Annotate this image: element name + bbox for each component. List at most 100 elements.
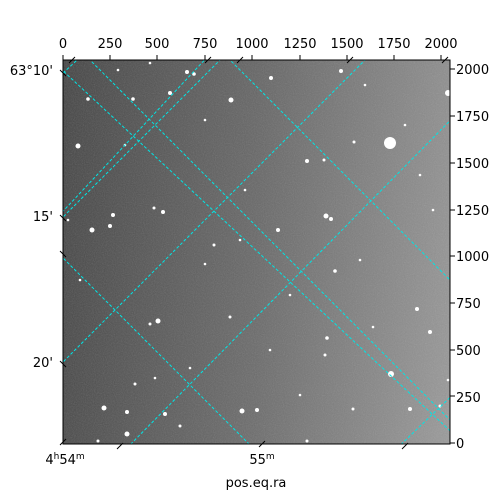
star xyxy=(351,407,355,411)
star xyxy=(161,210,165,214)
star xyxy=(384,137,396,149)
star xyxy=(168,91,172,95)
grid-line xyxy=(89,60,450,421)
star xyxy=(325,336,329,340)
right-tick-label: 1750 xyxy=(456,110,489,125)
top-tick-label: 1750 xyxy=(377,37,410,52)
grid-line xyxy=(63,60,366,363)
star xyxy=(131,97,135,101)
star xyxy=(212,243,216,247)
top-tick-label: 1500 xyxy=(330,37,363,52)
bottom-tick xyxy=(258,440,266,448)
star xyxy=(148,322,152,326)
star xyxy=(418,173,422,177)
left-tick-label: 20' xyxy=(33,356,53,371)
bottom-tick-label-ra-1: 4h54m xyxy=(45,452,84,468)
top-tick-label: 0 xyxy=(59,37,67,52)
bottom-axis-title: pos.eq.ra xyxy=(226,476,287,491)
bottom-tick xyxy=(401,442,409,450)
star xyxy=(288,293,292,297)
star xyxy=(185,70,189,74)
right-axis-labels: 0 250 500 750 1000 1250 1500 1750 2000 xyxy=(456,63,489,452)
left-tick xyxy=(59,250,67,258)
star xyxy=(446,378,450,382)
star xyxy=(155,318,161,324)
star xyxy=(125,410,129,414)
right-tick-label: 2000 xyxy=(456,63,489,78)
left-tick xyxy=(59,360,67,368)
top-tick-label: 250 xyxy=(98,37,123,52)
bottom-tick xyxy=(59,438,67,446)
top-edge-tick xyxy=(346,56,354,64)
star xyxy=(188,366,192,370)
right-tick-label: 0 xyxy=(456,437,464,452)
stars xyxy=(66,61,450,443)
grid-line xyxy=(63,60,221,218)
star xyxy=(305,439,309,443)
plot-frame xyxy=(62,59,451,445)
top-tick-label: 500 xyxy=(145,37,170,52)
star xyxy=(203,118,207,122)
left-tick xyxy=(59,69,67,77)
star xyxy=(415,307,419,311)
star xyxy=(111,213,115,217)
top-edge-tick xyxy=(236,56,244,64)
star xyxy=(228,97,234,103)
right-tick-label: 500 xyxy=(456,344,481,359)
star xyxy=(269,76,273,80)
star xyxy=(163,412,167,416)
star xyxy=(352,140,356,144)
star xyxy=(75,143,81,149)
top-edge-tick xyxy=(204,56,212,64)
star xyxy=(445,90,450,96)
grid-line xyxy=(130,119,450,444)
top-edge-tick xyxy=(441,56,449,64)
left-tick-label: 15' xyxy=(33,210,53,225)
star xyxy=(133,382,137,386)
star xyxy=(255,408,259,412)
star xyxy=(408,407,412,411)
axis-ticks xyxy=(59,55,455,450)
star xyxy=(322,158,326,162)
star xyxy=(66,218,70,222)
bottom-tick xyxy=(116,442,124,450)
star xyxy=(153,376,157,380)
star xyxy=(192,72,196,76)
star xyxy=(96,439,100,443)
bottom-axis-labels: 4h54m 55m pos.eq.ra xyxy=(45,452,286,491)
star xyxy=(333,269,337,273)
star xyxy=(243,188,247,192)
star xyxy=(101,405,107,411)
star xyxy=(228,315,232,319)
grid-line xyxy=(400,396,450,444)
sky-image xyxy=(63,60,450,444)
left-tick-label: 63°10' xyxy=(10,64,53,79)
star xyxy=(363,83,367,87)
star xyxy=(276,228,280,232)
top-edge-tick xyxy=(68,56,76,64)
right-tick-label: 1250 xyxy=(456,204,489,219)
grid-line xyxy=(63,70,450,432)
top-tick-label: 2000 xyxy=(424,37,457,52)
star xyxy=(124,431,130,437)
top-tick-label: 1000 xyxy=(235,37,268,52)
star xyxy=(329,217,333,221)
star xyxy=(148,61,152,65)
right-tick-label: 750 xyxy=(456,297,481,312)
star xyxy=(238,238,242,242)
star xyxy=(78,278,82,282)
right-tick-label: 250 xyxy=(456,391,481,406)
star xyxy=(431,208,435,212)
grid-line xyxy=(63,60,206,213)
star xyxy=(152,206,156,210)
star xyxy=(203,262,207,266)
bottom-tick-label-ra-2: 55m xyxy=(249,452,274,468)
star xyxy=(89,227,95,233)
star xyxy=(371,325,375,329)
top-tick-label: 750 xyxy=(193,37,218,52)
right-tick-label: 1000 xyxy=(456,250,489,265)
star xyxy=(358,258,362,262)
star xyxy=(268,348,272,352)
